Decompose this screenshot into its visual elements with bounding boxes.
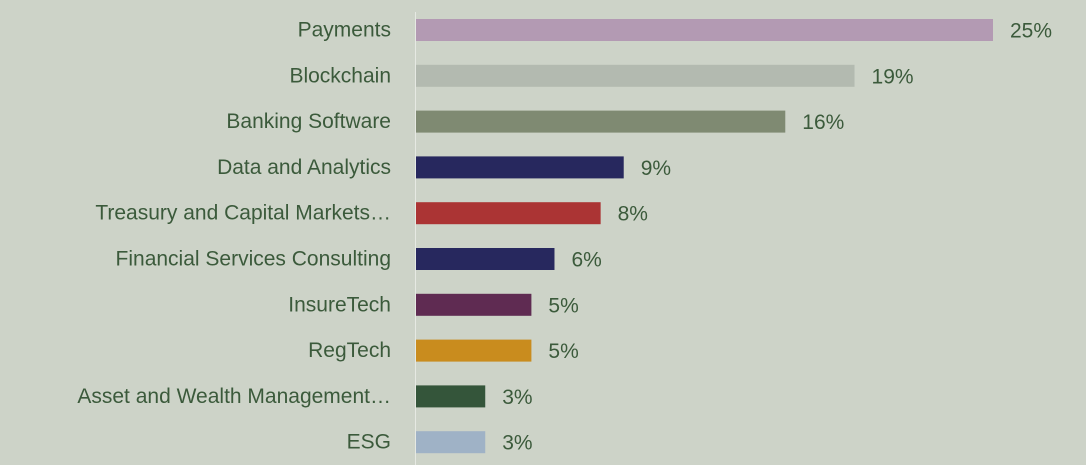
category-label: Payments <box>298 19 391 42</box>
category-label: Asset and Wealth Management… <box>77 385 391 408</box>
value-label: 6% <box>571 249 601 272</box>
value-label: 5% <box>548 294 578 317</box>
bar <box>416 156 624 179</box>
bar <box>416 110 786 133</box>
bar <box>416 248 555 270</box>
category-label: InsureTech <box>288 293 391 316</box>
bar <box>416 64 855 87</box>
bar <box>416 385 486 408</box>
category-label: Banking Software <box>226 110 391 133</box>
category-label: ESG <box>347 431 391 454</box>
value-label: 9% <box>641 157 671 180</box>
value-label: 25% <box>1010 20 1052 43</box>
value-label: 5% <box>548 340 578 363</box>
value-label: 19% <box>872 65 914 88</box>
bar <box>416 339 532 362</box>
bar <box>416 293 532 316</box>
category-label: RegTech <box>308 339 391 362</box>
value-label: 8% <box>618 203 648 226</box>
category-label: Financial Services Consulting <box>116 248 391 271</box>
category-label: Blockchain <box>289 64 391 87</box>
category-label: Treasury and Capital Markets… <box>95 202 391 225</box>
bar <box>416 431 486 454</box>
bar <box>416 19 993 41</box>
value-label: 3% <box>502 386 532 409</box>
category-label: Data and Analytics <box>217 156 391 179</box>
value-label: 16% <box>802 111 844 134</box>
bar <box>416 202 601 225</box>
value-label: 3% <box>502 432 532 455</box>
